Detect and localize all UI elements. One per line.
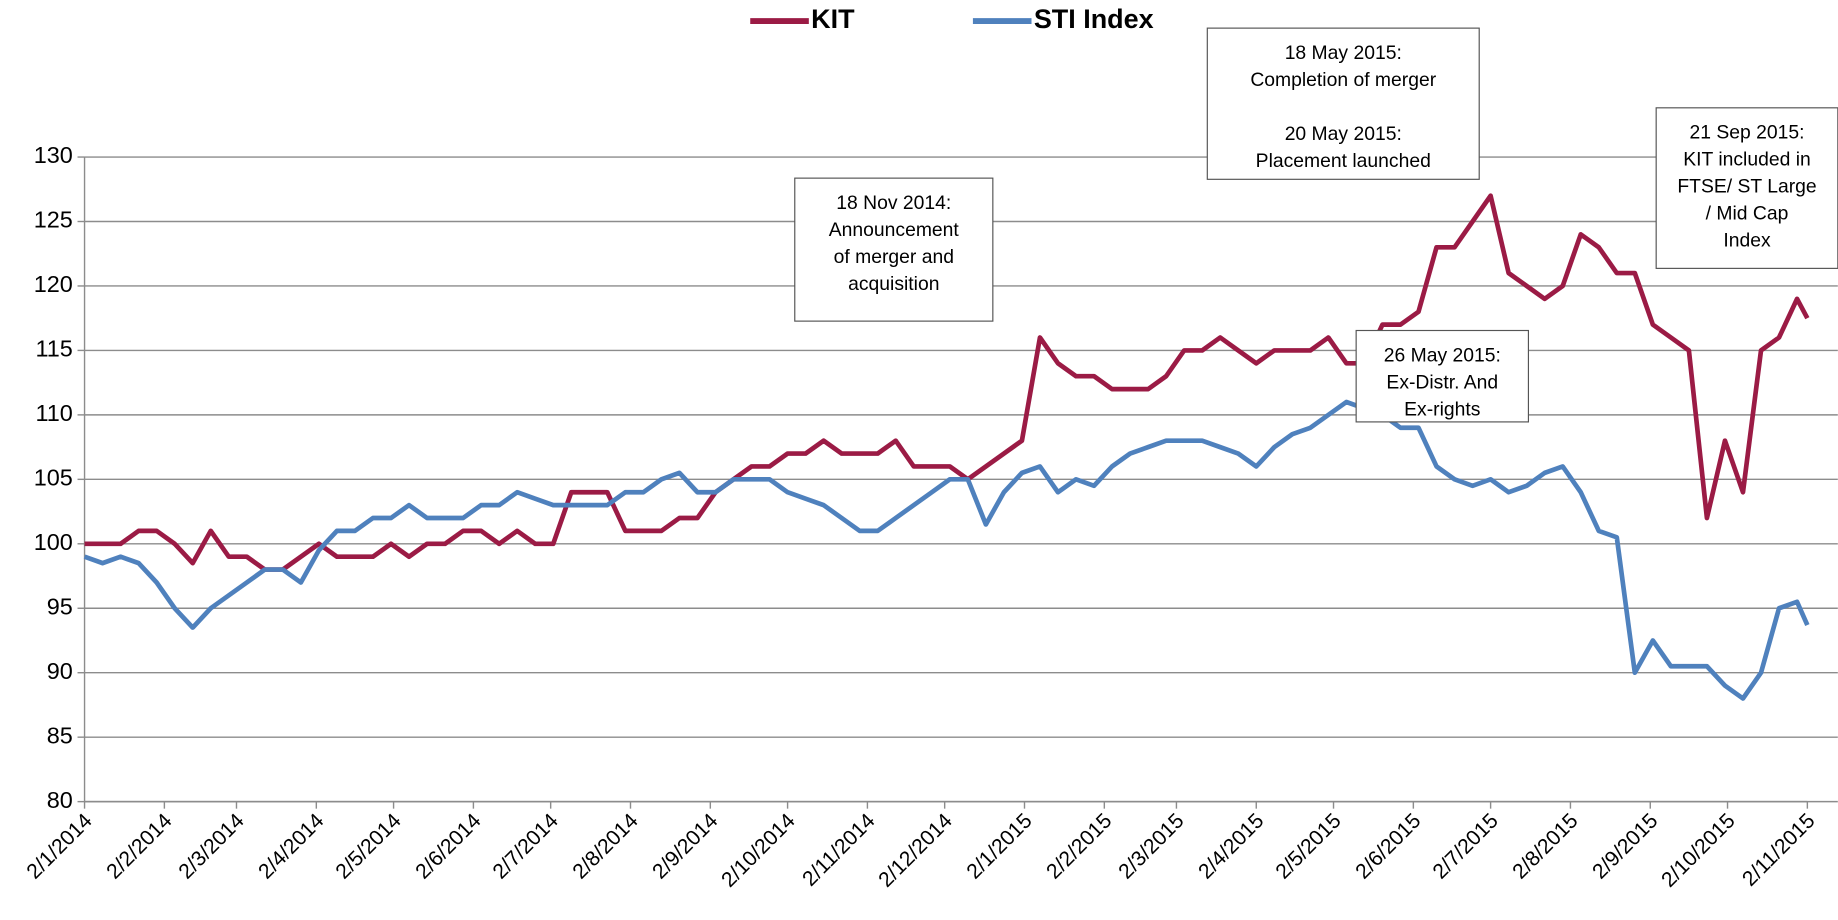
annotation-box	[1355, 329, 1530, 423]
annotation-text: 18 Nov 2014:	[836, 193, 951, 214]
y-tick-label: 85	[47, 722, 73, 748]
annotation-box	[1655, 107, 1838, 269]
annotation-box	[1206, 27, 1480, 180]
x-tick-label: 2/8/2014	[568, 809, 642, 883]
y-tick-label: 80	[47, 787, 73, 813]
x-tick-label: 2/6/2014	[411, 809, 485, 883]
y-tick-label: 125	[34, 207, 73, 233]
annotation-text: Placement launched	[1256, 151, 1431, 172]
x-tick-label: 2/5/2014	[331, 809, 405, 883]
annotation-text: 20 May 2015:	[1285, 124, 1402, 145]
annotation-text: 18 May 2015:	[1285, 43, 1402, 64]
y-tick-label: 105	[34, 465, 73, 491]
annotation-text: FTSE/ ST Large	[1677, 177, 1816, 198]
x-tick-label: 2/3/2015	[1114, 809, 1188, 883]
x-tick-label: 2/7/2015	[1428, 809, 1502, 883]
y-tick-label: 120	[34, 271, 73, 297]
annotation-text: / Mid Cap	[1706, 204, 1789, 225]
series-line	[83, 399, 1810, 701]
x-tick-label: 2/1/2014	[22, 809, 96, 883]
annotation-box	[794, 177, 994, 322]
y-tick-label: 115	[35, 336, 72, 362]
annotation-text: Announcement	[829, 220, 960, 241]
x-tick-label: 2/11/2014	[798, 809, 880, 891]
x-tick-label: 2/8/2015	[1508, 809, 1582, 883]
annotation-text: Ex-rights	[1404, 399, 1480, 420]
x-tick-label: 2/2/2014	[102, 809, 176, 883]
x-tick-label: 2/9/2015	[1588, 809, 1662, 883]
annotation-text: of merger and	[834, 247, 954, 268]
x-tick-label: 2/4/2015	[1194, 809, 1268, 883]
annotation-text: 26 May 2015:	[1384, 345, 1501, 366]
y-tick-label: 95	[47, 593, 73, 619]
x-tick-label: 2/2/2015	[1042, 809, 1116, 883]
x-tick-label: 2/10/2014	[717, 809, 800, 892]
legend-label: KIT	[811, 4, 855, 34]
x-tick-label: 2/11/2015	[1738, 809, 1819, 890]
series-line	[84, 193, 1810, 572]
x-tick-label: 2/5/2015	[1271, 809, 1345, 883]
x-tick-label: 2/6/2015	[1351, 809, 1425, 883]
x-tick-label: 2/1/2015	[962, 809, 1036, 883]
x-tick-label: 2/10/2015	[1657, 809, 1740, 892]
y-tick-label: 110	[35, 400, 72, 426]
x-tick-label: 2/9/2014	[648, 809, 722, 883]
x-tick-label: 2/3/2014	[174, 809, 248, 883]
annotation-text: 21 Sep 2015:	[1690, 123, 1805, 144]
y-tick-label: 130	[34, 142, 73, 168]
x-tick-label: 2/12/2014	[874, 809, 957, 892]
annotation-text: Completion of merger	[1250, 70, 1436, 91]
annotation-text: KIT included in	[1683, 150, 1811, 171]
y-tick-label: 100	[34, 529, 73, 555]
x-tick-label: 2/4/2014	[254, 809, 328, 883]
y-tick-label: 90	[47, 658, 73, 684]
legend-label: STI Index	[1034, 4, 1154, 34]
annotation-text: acquisition	[848, 274, 939, 295]
annotation-text: Index	[1723, 231, 1771, 252]
annotation-text: Ex-Distr. And	[1386, 372, 1498, 393]
x-tick-label: 2/7/2014	[489, 809, 563, 883]
